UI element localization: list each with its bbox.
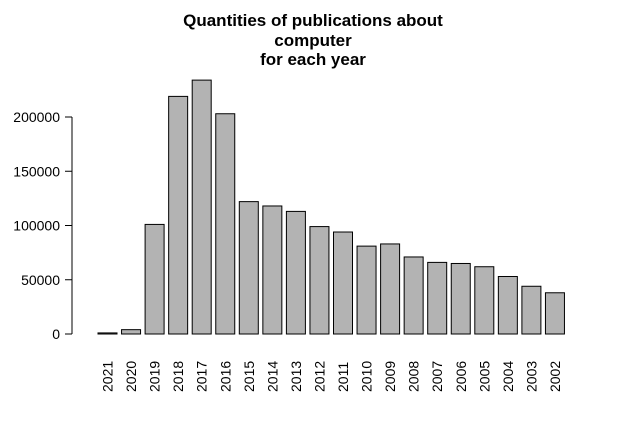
x-tick-label: 2011 [335, 362, 351, 392]
bar [356, 245, 377, 335]
bar [544, 292, 565, 335]
bar [144, 223, 165, 335]
bar [285, 210, 306, 335]
bar [238, 201, 259, 335]
x-tick-label: 2019 [147, 361, 163, 392]
x-tick-label: 2005 [476, 361, 492, 392]
x-tick-label: 2014 [264, 361, 280, 392]
chart-title-line-1: Quantities of publications about [183, 11, 443, 30]
x-tick-label: 2009 [382, 361, 398, 392]
y-tick-label: 0 [52, 326, 60, 342]
x-tick-label: 2018 [170, 361, 186, 392]
bar [521, 285, 542, 335]
x-tick-label: 2013 [288, 361, 304, 392]
bar [380, 243, 401, 335]
x-tick-label: 2004 [500, 361, 516, 392]
bar [168, 95, 189, 335]
x-tick-label: 2015 [241, 361, 257, 392]
bar [97, 332, 118, 335]
bar [309, 226, 330, 335]
y-tick-label: 150000 [13, 163, 60, 179]
x-tick-label: 2012 [311, 361, 327, 392]
x-tick-label: 2007 [429, 361, 445, 392]
x-tick-label: 2008 [406, 361, 422, 392]
bar [215, 113, 236, 335]
x-tick-label: 2003 [523, 361, 539, 392]
x-tick-label: 2006 [453, 361, 469, 392]
bar [262, 205, 283, 335]
bar [474, 266, 495, 335]
chart-title-line-2: computer [274, 31, 352, 50]
x-tick-label: 2016 [217, 361, 233, 392]
x-tick-label: 2002 [547, 361, 563, 392]
bar [450, 262, 471, 335]
x-tick-label: 2021 [100, 361, 116, 392]
x-tick-label: 2010 [359, 361, 375, 392]
y-tick-label: 50000 [21, 272, 60, 288]
bar [497, 275, 518, 335]
y-tick-label: 200000 [13, 109, 60, 125]
chart-title-line-3: for each year [260, 50, 366, 69]
x-tick-label: 2017 [194, 361, 210, 392]
bar [191, 79, 212, 335]
bar [427, 261, 448, 335]
y-tick-label: 100000 [13, 218, 60, 234]
bar [333, 231, 353, 335]
bar [121, 329, 142, 335]
x-tick-label: 2020 [123, 361, 139, 392]
bar [403, 256, 424, 335]
